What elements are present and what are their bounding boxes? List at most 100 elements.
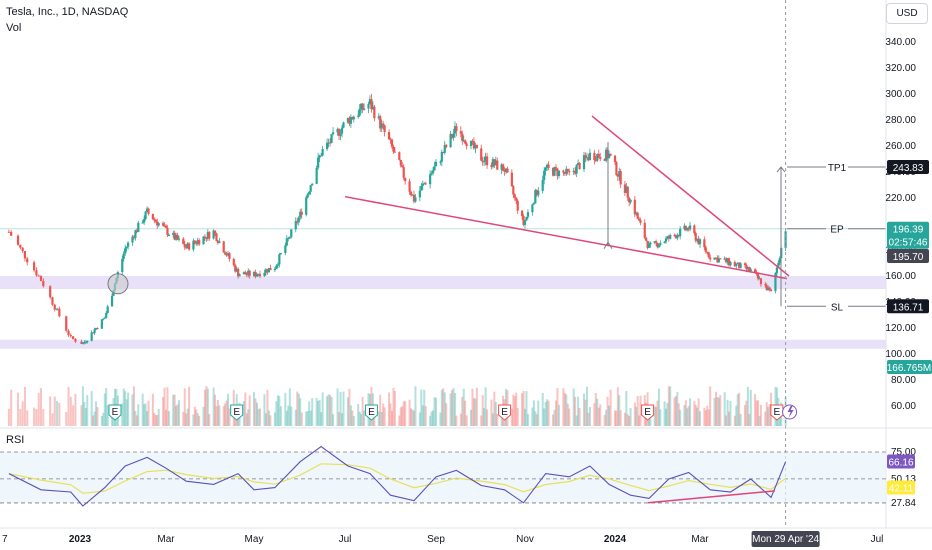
volume-bar (156, 415, 159, 426)
volume-bar (470, 409, 473, 426)
candle-body (49, 286, 52, 298)
candle-body (389, 139, 392, 141)
candle-body (443, 144, 446, 153)
candle-body (566, 168, 569, 172)
candle-body (110, 295, 114, 307)
candle-body (257, 273, 260, 275)
volume-bar (449, 393, 452, 426)
candle-body (618, 171, 621, 177)
volume-bar (577, 396, 580, 426)
price-tick: 100.00 (885, 349, 916, 360)
volume-bar (676, 391, 679, 426)
volume-bar (736, 394, 739, 426)
volume-bar (144, 403, 147, 426)
tp1-price-tag-bg (887, 160, 929, 175)
candle-body (616, 175, 619, 177)
candles-group (7, 93, 787, 345)
volume-bar (639, 395, 642, 426)
candle-body (182, 238, 185, 245)
candle-body (309, 185, 312, 192)
currency-button[interactable]: USD (886, 3, 928, 24)
candle-body (485, 156, 489, 166)
volume-bar (462, 388, 465, 426)
candle-body (331, 132, 335, 135)
volume-bar (455, 415, 458, 426)
volume-bar (500, 411, 503, 426)
volume-bar (480, 415, 483, 426)
volume-bar (638, 415, 641, 426)
candle-body (90, 332, 93, 341)
volume-bar (568, 408, 571, 426)
time-tick: May (245, 534, 264, 545)
candle-body (26, 258, 29, 263)
candle-body (551, 167, 555, 176)
candle-body (235, 268, 238, 272)
candle-body (688, 225, 692, 230)
rsi-ma-line (8, 463, 786, 494)
candle-body (575, 164, 578, 174)
candle-body (532, 203, 535, 205)
volume-bar (339, 391, 342, 426)
volume-bar (202, 406, 205, 426)
candle-body (516, 200, 519, 211)
candle-body (352, 116, 355, 120)
volume-bar (531, 407, 534, 426)
volume-bar (684, 400, 687, 426)
time-tick: Nov (516, 534, 534, 545)
rsi-ma-tag: 42.11 (889, 484, 914, 495)
candle-body (628, 197, 631, 203)
volume-bar (305, 411, 308, 426)
volume-bar (629, 407, 632, 426)
candle-body (328, 142, 332, 144)
candle-body (553, 167, 556, 176)
candle-body (305, 197, 308, 215)
volume-bar (23, 386, 26, 426)
volume-bar (162, 397, 165, 426)
candle-body (430, 173, 433, 175)
candle-body (254, 272, 257, 277)
support-zone (0, 339, 886, 349)
rsi-tick: 50.13 (891, 474, 916, 485)
candle-body (83, 342, 86, 344)
volume-bar (51, 413, 54, 426)
volume-bar (605, 409, 608, 426)
ep-label: EP (830, 225, 844, 236)
candle-body (535, 190, 538, 196)
candle-body (494, 160, 497, 166)
candle-body (380, 123, 383, 129)
candle-body (726, 258, 729, 263)
candle-body (683, 225, 686, 229)
sl-price-tag: 136.71 (893, 302, 924, 313)
volume-bar (383, 407, 386, 426)
volume-bar (399, 407, 402, 426)
volume-bar (557, 404, 560, 426)
volume-bar (593, 403, 596, 426)
time-tick: Jul (339, 534, 352, 545)
volume-bar (398, 415, 401, 426)
volume-bar (609, 389, 612, 426)
volume-bar (491, 413, 494, 426)
volume-bar (513, 396, 516, 426)
candle-body (599, 157, 602, 160)
candle-body (491, 159, 495, 167)
candle-body (186, 243, 189, 248)
candle-body (513, 194, 516, 198)
candle-body (523, 220, 527, 225)
volume-bar (208, 414, 211, 426)
volume-bar (317, 400, 320, 426)
candle-body (228, 253, 231, 259)
volume-bar (388, 392, 391, 426)
volume-bar (687, 406, 690, 426)
volume-bar (439, 412, 442, 426)
earnings-marker (770, 404, 784, 421)
price-tick: 260.00 (885, 141, 916, 152)
candle-body (122, 253, 125, 259)
candle-body (714, 257, 718, 259)
volume-bar (306, 411, 309, 426)
volume-bar (135, 415, 138, 426)
candle-body (464, 140, 467, 144)
candle-body (166, 227, 169, 235)
candle-body (287, 237, 290, 239)
